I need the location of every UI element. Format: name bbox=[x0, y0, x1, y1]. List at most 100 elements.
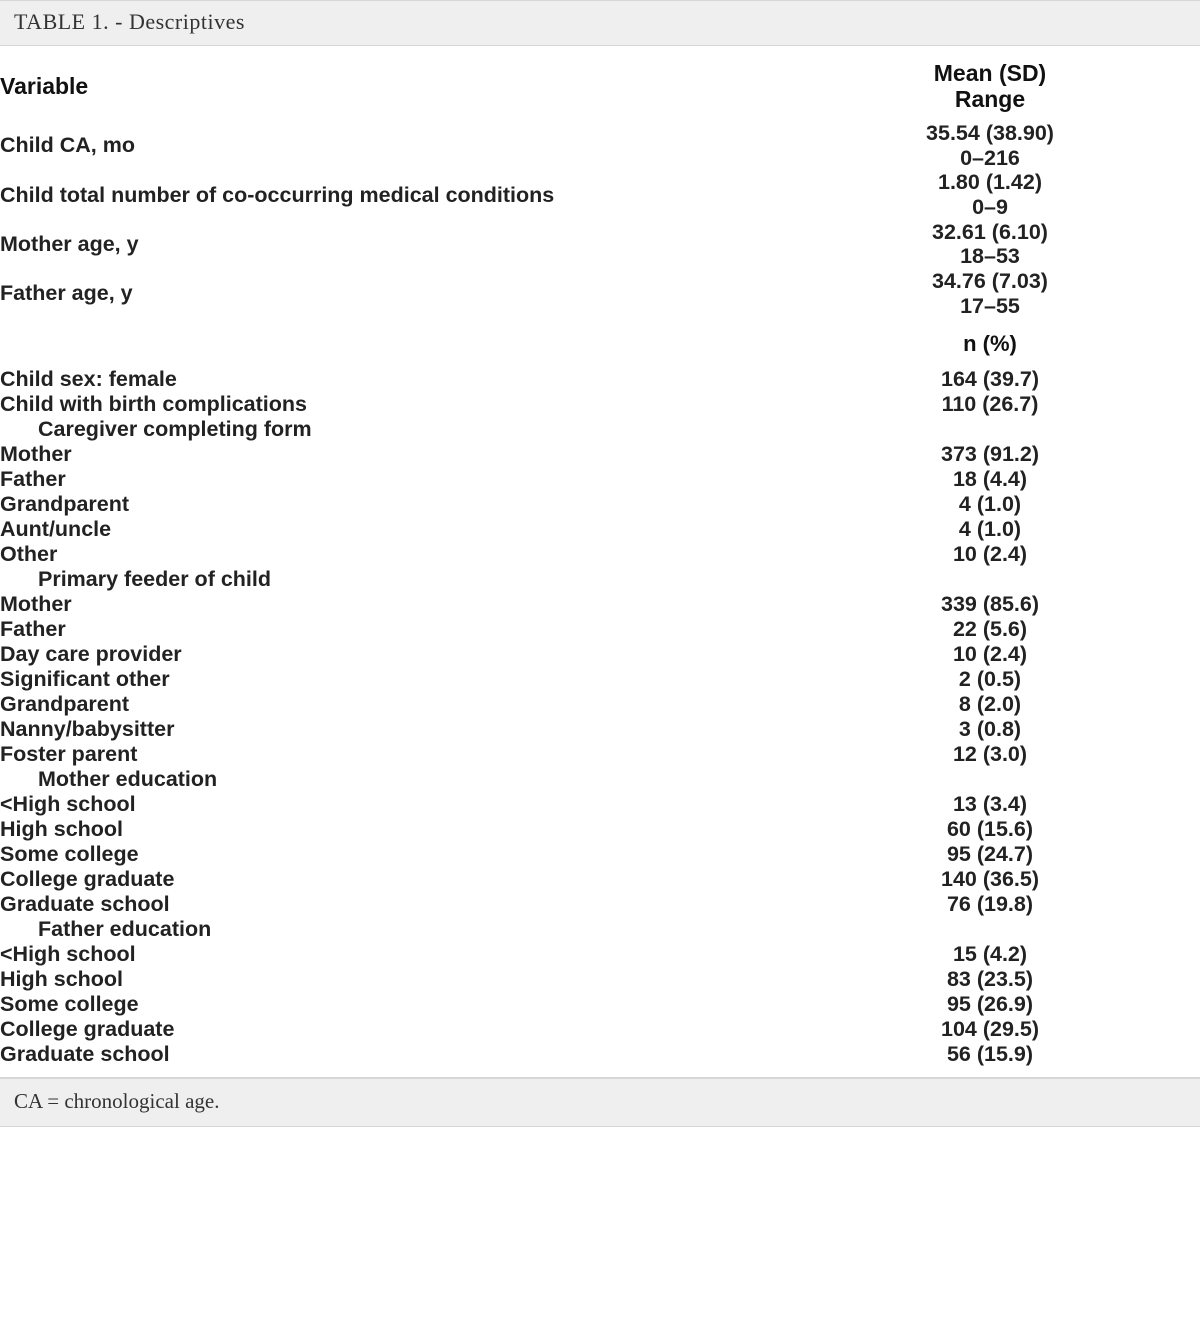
table-row: Child sex: female164 (39.7) bbox=[0, 367, 1200, 392]
row-label: Father age, y bbox=[0, 269, 780, 318]
table-row: <High school13 (3.4) bbox=[0, 792, 1200, 817]
mean-sd-value: 34.76 (7.03) bbox=[780, 269, 1200, 294]
table-row: Mother education bbox=[0, 767, 1200, 792]
table-row: Primary feeder of child bbox=[0, 567, 1200, 592]
table-row: Mother373 (91.2) bbox=[0, 442, 1200, 467]
table-row: <High school15 (4.2) bbox=[0, 942, 1200, 967]
table-row: Father education bbox=[0, 917, 1200, 942]
row-value: 76 (19.8) bbox=[780, 892, 1200, 917]
table-row: High school83 (23.5) bbox=[0, 967, 1200, 992]
row-label: Child total number of co-occurring medic… bbox=[0, 170, 780, 219]
table-row: Father22 (5.6) bbox=[0, 617, 1200, 642]
row-value: 110 (26.7) bbox=[780, 392, 1200, 417]
row-label: Father education bbox=[0, 917, 780, 942]
header-range: Range bbox=[780, 86, 1200, 112]
table-row: College graduate140 (36.5) bbox=[0, 867, 1200, 892]
table-row: Day care provider10 (2.4) bbox=[0, 642, 1200, 667]
row-label: High school bbox=[0, 967, 780, 992]
row-value: 4 (1.0) bbox=[780, 517, 1200, 542]
table-header-row: Variable Mean (SD) Range bbox=[0, 46, 1200, 121]
row-value bbox=[780, 917, 1200, 942]
row-value bbox=[780, 767, 1200, 792]
table-footnote: CA = chronological age. bbox=[0, 1078, 1200, 1127]
row-label: Child sex: female bbox=[0, 367, 780, 392]
row-value: 373 (91.2) bbox=[780, 442, 1200, 467]
row-label: Graduate school bbox=[0, 892, 780, 917]
row-value: 95 (24.7) bbox=[780, 842, 1200, 867]
table-row: Some college95 (26.9) bbox=[0, 992, 1200, 1017]
row-label: Child CA, mo bbox=[0, 121, 780, 170]
row-label: Nanny/babysitter bbox=[0, 717, 780, 742]
table-row: Child total number of co-occurring medic… bbox=[0, 170, 1200, 219]
row-label: Caregiver completing form bbox=[0, 417, 780, 442]
table-row: Other10 (2.4) bbox=[0, 542, 1200, 567]
row-label: Mother age, y bbox=[0, 220, 780, 269]
row-label: Foster parent bbox=[0, 742, 780, 767]
row-label: Grandparent bbox=[0, 492, 780, 517]
range-value: 0–9 bbox=[780, 195, 1200, 220]
table-row: Child with birth complications110 (26.7) bbox=[0, 392, 1200, 417]
row-value: 3 (0.8) bbox=[780, 717, 1200, 742]
row-value: 15 (4.2) bbox=[780, 942, 1200, 967]
subheader-npercent: n (%) bbox=[780, 319, 1200, 367]
header-mean-sd: Mean (SD) bbox=[780, 60, 1200, 86]
row-value: 56 (15.9) bbox=[780, 1042, 1200, 1067]
range-value: 0–216 bbox=[780, 146, 1200, 171]
row-label: Mother bbox=[0, 592, 780, 617]
row-label: Mother bbox=[0, 442, 780, 467]
row-value: 104 (29.5) bbox=[780, 1017, 1200, 1042]
row-label: <High school bbox=[0, 792, 780, 817]
table-row: Nanny/babysitter3 (0.8) bbox=[0, 717, 1200, 742]
row-value: 339 (85.6) bbox=[780, 592, 1200, 617]
table-row: Graduate school56 (15.9) bbox=[0, 1042, 1200, 1067]
row-value: 35.54 (38.90) 0–216 bbox=[780, 121, 1200, 170]
table-row: Mother age, y 32.61 (6.10) 18–53 bbox=[0, 220, 1200, 269]
range-value: 17–55 bbox=[780, 294, 1200, 319]
row-label: Graduate school bbox=[0, 1042, 780, 1067]
table-row: Some college95 (24.7) bbox=[0, 842, 1200, 867]
row-value: 4 (1.0) bbox=[780, 492, 1200, 517]
table-row: Significant other2 (0.5) bbox=[0, 667, 1200, 692]
table-body-wrap: Variable Mean (SD) Range Child CA, mo 35… bbox=[0, 46, 1200, 1078]
row-value: 18 (4.4) bbox=[780, 467, 1200, 492]
row-value: 34.76 (7.03) 17–55 bbox=[780, 269, 1200, 318]
row-label: Day care provider bbox=[0, 642, 780, 667]
subheader-blank bbox=[0, 319, 780, 367]
row-label: Other bbox=[0, 542, 780, 567]
row-value bbox=[780, 417, 1200, 442]
header-variable: Variable bbox=[0, 46, 780, 121]
header-stats: Mean (SD) Range bbox=[780, 46, 1200, 121]
row-value: 12 (3.0) bbox=[780, 742, 1200, 767]
row-label: Aunt/uncle bbox=[0, 517, 780, 542]
row-value: 10 (2.4) bbox=[780, 642, 1200, 667]
row-label: College graduate bbox=[0, 1017, 780, 1042]
row-value: 60 (15.6) bbox=[780, 817, 1200, 842]
table-subheader-row: n (%) bbox=[0, 319, 1200, 367]
table-row: Father age, y 34.76 (7.03) 17–55 bbox=[0, 269, 1200, 318]
table-row: Foster parent12 (3.0) bbox=[0, 742, 1200, 767]
row-label: College graduate bbox=[0, 867, 780, 892]
mean-sd-value: 32.61 (6.10) bbox=[780, 220, 1200, 245]
table-row: Grandparent4 (1.0) bbox=[0, 492, 1200, 517]
table-row: Graduate school76 (19.8) bbox=[0, 892, 1200, 917]
row-label: High school bbox=[0, 817, 780, 842]
row-value: 95 (26.9) bbox=[780, 992, 1200, 1017]
row-value: 83 (23.5) bbox=[780, 967, 1200, 992]
row-value: 2 (0.5) bbox=[780, 667, 1200, 692]
table-row: College graduate104 (29.5) bbox=[0, 1017, 1200, 1042]
row-label: Father bbox=[0, 467, 780, 492]
mean-sd-value: 1.80 (1.42) bbox=[780, 170, 1200, 195]
table-row: Caregiver completing form bbox=[0, 417, 1200, 442]
row-value: 1.80 (1.42) 0–9 bbox=[780, 170, 1200, 219]
row-value: 10 (2.4) bbox=[780, 542, 1200, 567]
row-value: 140 (36.5) bbox=[780, 867, 1200, 892]
row-label: Primary feeder of child bbox=[0, 567, 780, 592]
table-row: Child CA, mo 35.54 (38.90) 0–216 bbox=[0, 121, 1200, 170]
row-label: Mother education bbox=[0, 767, 780, 792]
table-caption: TABLE 1. - Descriptives bbox=[0, 0, 1200, 46]
range-value: 18–53 bbox=[780, 244, 1200, 269]
row-value: 8 (2.0) bbox=[780, 692, 1200, 717]
table-row: High school60 (15.6) bbox=[0, 817, 1200, 842]
table-row: Mother339 (85.6) bbox=[0, 592, 1200, 617]
row-label: Child with birth complications bbox=[0, 392, 780, 417]
